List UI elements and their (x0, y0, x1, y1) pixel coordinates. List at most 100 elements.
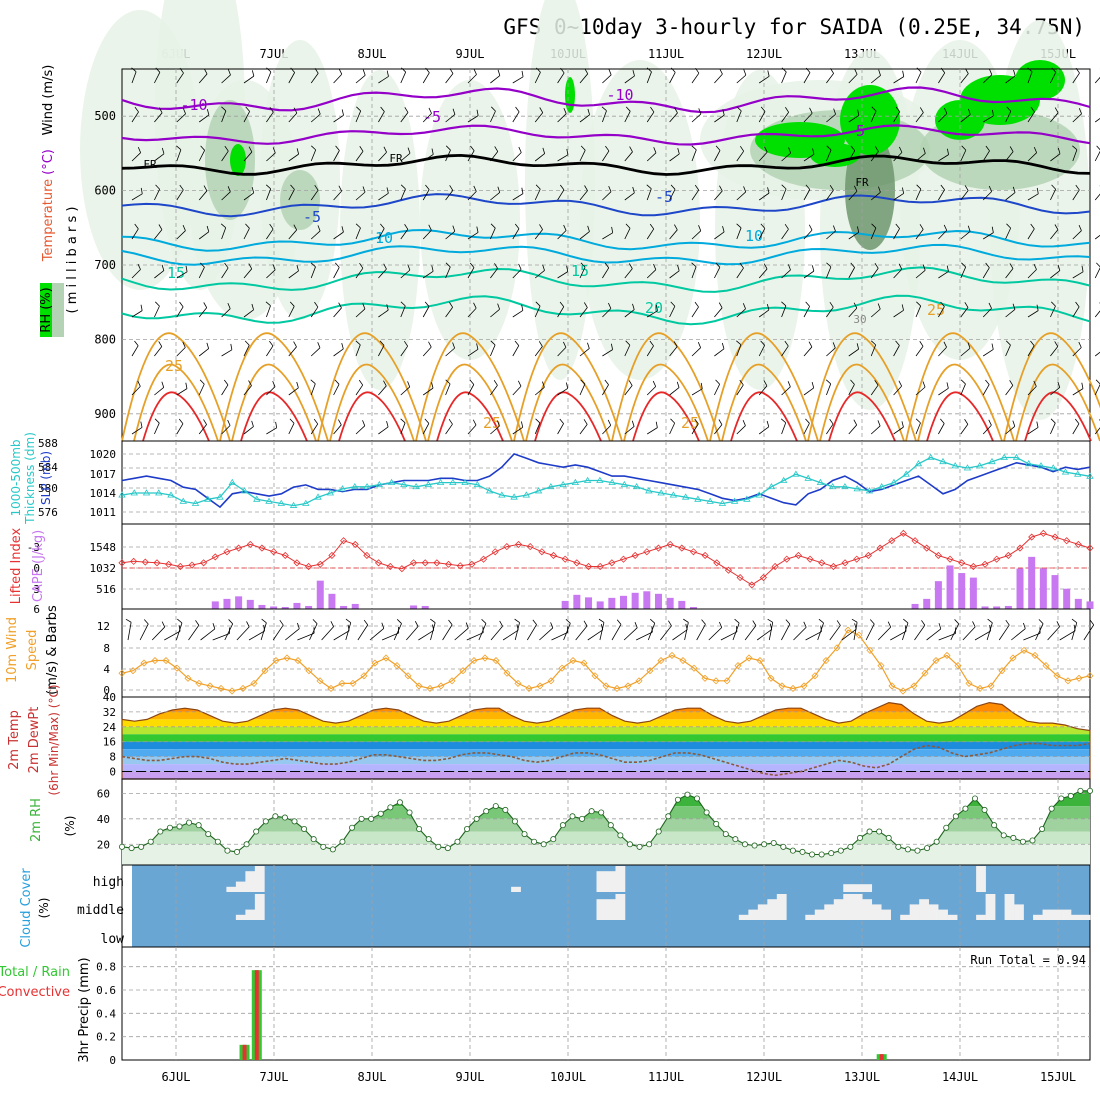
thickness-marker (865, 487, 874, 494)
wind-barb (534, 188, 541, 201)
surface-wind-barb (260, 622, 267, 641)
wind-barb (715, 379, 720, 385)
wind-barb (1050, 153, 1061, 162)
wind-barb (512, 152, 522, 162)
wind-speed-marker (569, 656, 577, 665)
surface-wind-barb (465, 622, 469, 629)
wind-barb (1094, 310, 1100, 318)
li-marker (165, 560, 173, 568)
wind-barb (947, 148, 949, 155)
wind-barb (470, 145, 475, 151)
wind-barb (719, 185, 723, 192)
wind-barb (154, 387, 164, 396)
wind-barb (943, 224, 948, 231)
wind-barb (624, 75, 635, 84)
rh-marker (924, 845, 931, 852)
wind-barb (825, 379, 831, 385)
temp-arch (338, 391, 406, 442)
surface-wind-barb (499, 620, 503, 627)
wind-speed-marker (734, 662, 742, 670)
wind-barb (691, 145, 697, 151)
wind-barb (691, 388, 703, 396)
surface-wind-barb (490, 625, 503, 641)
wind-barb (722, 226, 725, 233)
wind-barb (669, 189, 676, 201)
wind-barb (538, 341, 543, 347)
wind-barb (314, 184, 319, 191)
wind-barb (833, 225, 836, 232)
wind-barb (646, 152, 657, 162)
wind-barb (227, 419, 231, 426)
rh-tick: 40 (97, 813, 110, 826)
li-marker (771, 562, 779, 571)
wind-barb (714, 267, 721, 279)
precip-convective-bar (254, 970, 259, 1060)
wind-barb (938, 423, 945, 435)
wind-speed-line (121, 629, 1091, 692)
slp-tick: 1017 (90, 468, 117, 481)
wind-barb (355, 384, 364, 396)
wind-barb (736, 384, 744, 396)
li-marker (853, 555, 861, 563)
rh-marker (406, 809, 413, 816)
cloud-middle-fill (833, 899, 844, 920)
wind-barb (967, 225, 971, 232)
surface-wind-barb (261, 618, 267, 624)
temp-band (122, 734, 1090, 742)
wind-barb (826, 149, 832, 162)
rh-marker (1058, 795, 1065, 802)
wind-barb (781, 152, 791, 162)
thickness-marker (877, 482, 886, 490)
wind-barb (288, 270, 299, 279)
rh-marker (991, 822, 998, 829)
wind-barb (982, 267, 990, 279)
li-marker (748, 581, 756, 589)
temp-arch (219, 332, 329, 442)
temp-band (122, 726, 1090, 735)
wind-barb (355, 425, 366, 435)
surface-wind-barb (466, 632, 484, 641)
wind-barb (243, 345, 250, 357)
wind-barb (781, 305, 787, 318)
wind-barb (763, 263, 768, 270)
thickness-marker (522, 491, 531, 498)
wind-barb (275, 421, 278, 428)
rh-marker (914, 847, 921, 854)
wind-barb (1033, 380, 1037, 387)
thickness-marker (547, 482, 555, 490)
li-marker (141, 558, 149, 566)
wind-barb (333, 267, 340, 279)
wind-barb (272, 380, 276, 387)
wind-barb (449, 68, 454, 74)
wind-barb (296, 265, 299, 272)
wind-barb (400, 229, 409, 240)
li-marker (608, 559, 616, 567)
wind-label-c: (m/s) & Barbs (45, 605, 60, 695)
temp-arch (317, 332, 427, 442)
wind-barb (758, 75, 770, 84)
wind-barb (938, 230, 948, 240)
upper-air-tick: 800 (94, 332, 116, 346)
rh-marker (387, 804, 394, 811)
rh-marker (981, 806, 988, 813)
wind-barb (893, 193, 904, 201)
li-marker (363, 551, 371, 560)
wind-barb (579, 150, 586, 162)
contour-label: 10 (745, 227, 763, 245)
wind-speed-marker (217, 684, 225, 693)
wind-barb (559, 418, 564, 424)
surface-wind-barb (414, 620, 419, 627)
wind-barb (404, 224, 409, 230)
upper-air-tick: 700 (94, 258, 116, 272)
wind-barb (923, 147, 926, 154)
wind-barb (646, 269, 657, 279)
rh-marker (952, 813, 959, 820)
wind-barb (915, 153, 926, 162)
surface-wind-barb (1035, 623, 1044, 641)
thickness-marker (167, 491, 175, 498)
surface-wind-barb (720, 631, 738, 641)
cape-bar (596, 601, 604, 609)
wind-barb (893, 309, 904, 318)
wind-barb (608, 185, 612, 192)
wind-barb (383, 380, 387, 387)
